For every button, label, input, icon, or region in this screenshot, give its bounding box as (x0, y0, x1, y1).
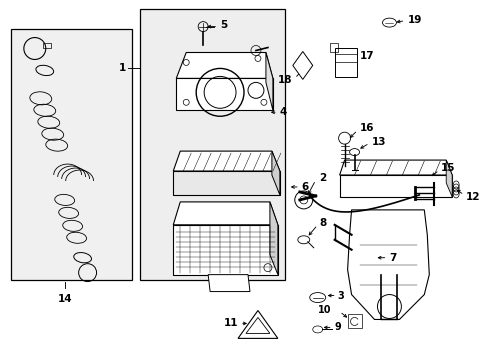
Bar (347, 315, 361, 328)
Polygon shape (173, 151, 279, 171)
Text: 16: 16 (359, 123, 373, 133)
Text: 5: 5 (220, 19, 227, 30)
Text: 18: 18 (277, 75, 291, 85)
Text: 3: 3 (337, 291, 344, 301)
Text: 7: 7 (388, 253, 396, 263)
Polygon shape (265, 53, 272, 110)
Polygon shape (208, 275, 249, 292)
Ellipse shape (309, 293, 325, 302)
Bar (334, 48, 356, 77)
Polygon shape (446, 160, 451, 197)
Text: 15: 15 (440, 163, 455, 173)
Polygon shape (271, 151, 279, 195)
Text: 8: 8 (319, 218, 326, 228)
Ellipse shape (349, 149, 359, 156)
Polygon shape (339, 160, 451, 175)
Text: 9: 9 (334, 323, 341, 332)
Text: 13: 13 (371, 137, 385, 147)
Polygon shape (176, 53, 272, 78)
Bar (329, 42, 337, 53)
Text: 14: 14 (57, 293, 72, 303)
Polygon shape (173, 171, 279, 195)
Ellipse shape (382, 18, 396, 27)
Text: 2: 2 (318, 173, 325, 183)
Text: 1: 1 (119, 63, 126, 73)
Polygon shape (173, 202, 277, 225)
Bar (42, 42, 51, 48)
Text: 19: 19 (407, 15, 421, 24)
Bar (140, 9, 285, 280)
Text: 4: 4 (279, 107, 286, 117)
Text: 10: 10 (318, 306, 331, 315)
Bar (11, 28, 132, 280)
Text: 6: 6 (301, 182, 308, 192)
Ellipse shape (297, 236, 309, 244)
Polygon shape (173, 225, 277, 275)
Polygon shape (292, 51, 312, 80)
Ellipse shape (312, 326, 322, 333)
Text: 12: 12 (465, 192, 480, 202)
Text: 11: 11 (223, 319, 238, 328)
Text: 17: 17 (359, 51, 373, 62)
Polygon shape (339, 175, 451, 197)
Polygon shape (269, 202, 277, 275)
Polygon shape (347, 210, 428, 319)
Polygon shape (176, 78, 272, 110)
